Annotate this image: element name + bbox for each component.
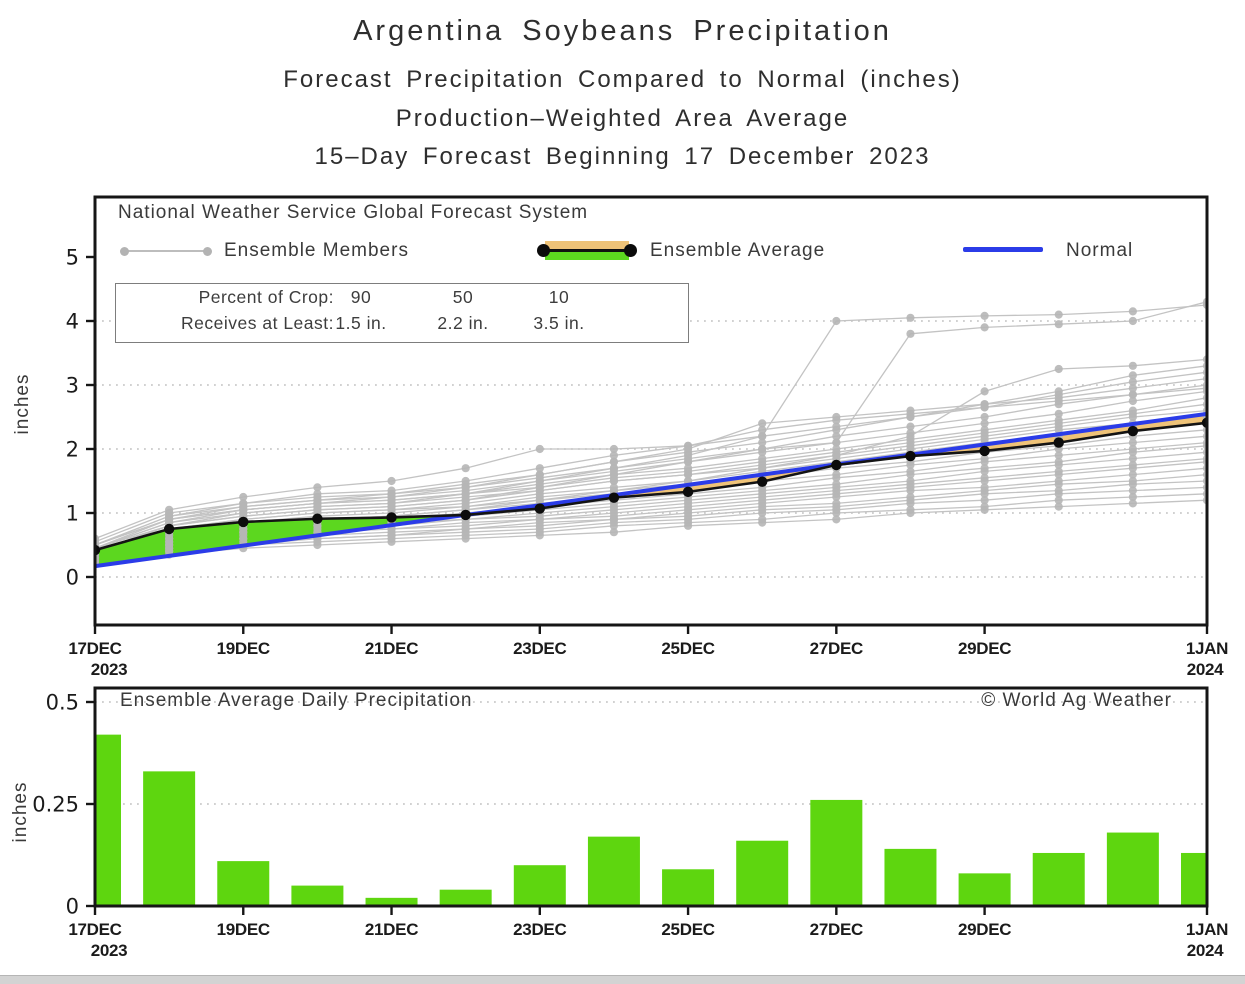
svg-text:17DEC: 17DEC	[68, 920, 121, 939]
forecast-source-label: National Weather Service Global Forecast…	[118, 202, 589, 223]
subtitle-comparison: Forecast Precipitation Compared to Norma…	[283, 66, 962, 93]
crop-amount-10: 3.5 in.	[533, 313, 585, 333]
svg-text:2023: 2023	[91, 660, 128, 679]
svg-text:5: 5	[66, 246, 79, 270]
ensemble-average-label: Ensemble Average	[650, 240, 826, 261]
svg-text:19DEC: 19DEC	[217, 639, 270, 658]
gray-dot-icon	[203, 246, 212, 256]
crop-amount-row: Receives at Least: 1.5 in. 2.2 in. 3.5 i…	[116, 313, 688, 339]
svg-text:19DEC: 19DEC	[217, 920, 270, 939]
bottom-chart-title: Ensemble Average Daily Precipitation	[120, 690, 473, 711]
svg-text:1JAN: 1JAN	[1186, 920, 1228, 939]
gray-line-sample	[122, 250, 210, 253]
svg-text:3: 3	[66, 374, 79, 398]
svg-text:0: 0	[66, 566, 79, 590]
normal-label: Normal	[1066, 240, 1134, 261]
svg-text:23DEC: 23DEC	[513, 639, 566, 658]
surplus-band-sample	[545, 252, 629, 260]
page-bottom-strip	[0, 975, 1245, 984]
ensemble-average-legend-swatch	[537, 241, 637, 261]
svg-text:23DEC: 23DEC	[513, 920, 566, 939]
ensemble-members-label: Ensemble Members	[224, 240, 409, 261]
subtitle-area-average: Production–Weighted Area Average	[395, 105, 850, 132]
svg-text:2023: 2023	[91, 941, 128, 960]
bottom-chart-y-axis-label: inches	[10, 781, 31, 843]
crop-amount-label: Receives at Least:	[181, 313, 334, 333]
svg-text:25DEC: 25DEC	[661, 920, 714, 939]
svg-text:21DEC: 21DEC	[365, 639, 418, 658]
average-line-sample	[542, 249, 632, 252]
svg-text:21DEC: 21DEC	[365, 920, 418, 939]
svg-text:25DEC: 25DEC	[661, 639, 714, 658]
svg-text:4: 4	[66, 310, 79, 334]
crop-amount-50: 2.2 in.	[437, 313, 489, 333]
page-title: Argentina Soybeans Precipitation	[353, 15, 892, 47]
crop-percent-10: 10	[548, 287, 570, 307]
crop-percent-50: 50	[452, 287, 474, 307]
svg-text:2024: 2024	[1187, 660, 1224, 679]
gray-dot-icon	[120, 246, 129, 256]
copyright-watermark: © World Ag Weather	[981, 690, 1172, 711]
crop-percent-90: 90	[350, 287, 372, 307]
svg-text:0.5: 0.5	[46, 691, 79, 715]
svg-text:27DEC: 27DEC	[810, 920, 863, 939]
svg-text:0: 0	[66, 895, 79, 919]
crop-percent-row: Percent of Crop: 90 50 10	[116, 287, 688, 313]
svg-text:29DEC: 29DEC	[958, 920, 1011, 939]
crop-percent-label: Percent of Crop:	[198, 287, 334, 307]
crop-amount-90: 1.5 in.	[335, 313, 387, 333]
black-dot-icon	[537, 244, 550, 257]
top-chart-y-axis-label: inches	[12, 373, 33, 435]
deficit-band-sample	[545, 241, 629, 249]
svg-text:17DEC: 17DEC	[68, 639, 121, 658]
svg-text:1JAN: 1JAN	[1186, 639, 1228, 658]
subtitle-forecast-period: 15–Day Forecast Beginning 17 December 20…	[314, 143, 931, 170]
svg-text:0.25: 0.25	[32, 793, 79, 817]
svg-text:27DEC: 27DEC	[810, 639, 863, 658]
svg-text:2: 2	[66, 438, 79, 462]
crop-percentile-box: Percent of Crop: 90 50 10 Receives at Le…	[115, 283, 689, 343]
normal-legend-swatch	[963, 247, 1043, 252]
ensemble-members-legend-swatch	[120, 246, 212, 256]
svg-text:29DEC: 29DEC	[958, 639, 1011, 658]
svg-text:2024: 2024	[1187, 941, 1224, 960]
svg-text:1: 1	[66, 502, 79, 526]
black-dot-icon	[624, 244, 637, 257]
